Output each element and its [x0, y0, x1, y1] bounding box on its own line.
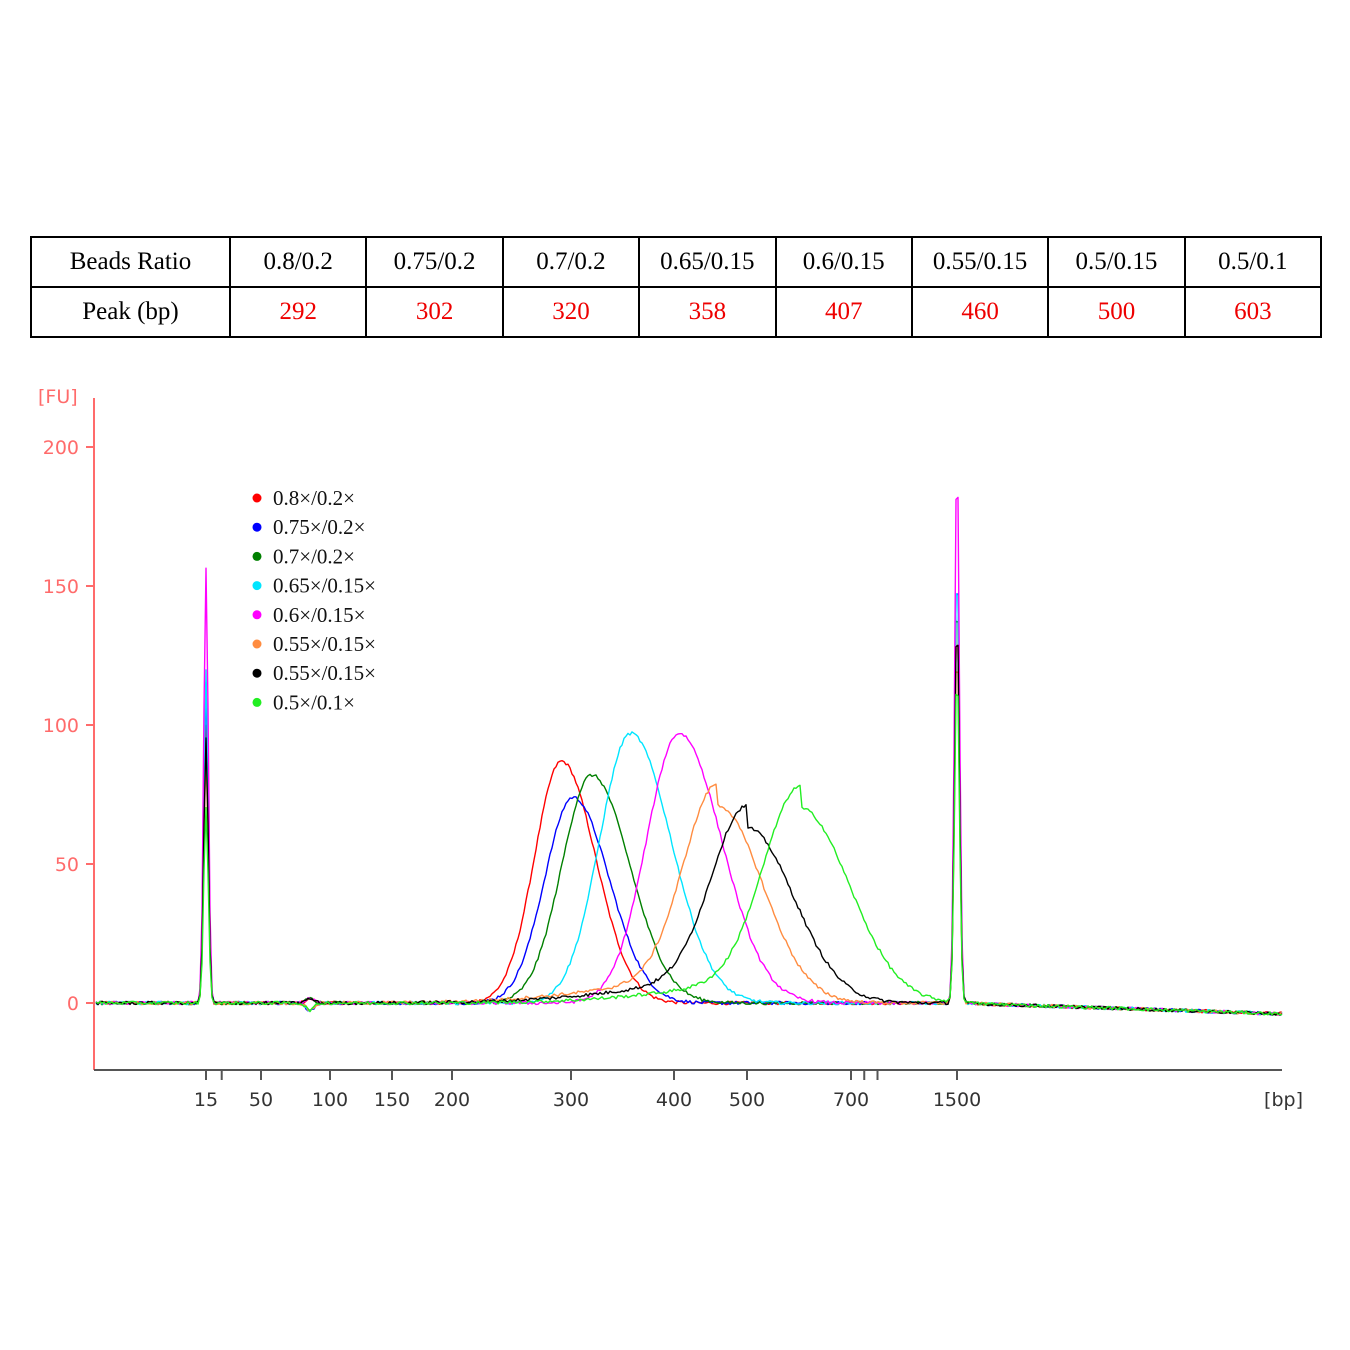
ratio-cell: 0.75/0.2: [365, 236, 504, 288]
peak-cell: 292: [228, 286, 368, 338]
y-tick-label: 200: [43, 437, 79, 459]
legend-entry: 0.55×/0.15×: [273, 632, 376, 656]
y-tick-label: 150: [43, 576, 79, 598]
series-line: [95, 593, 1283, 1016]
y-tick-label: 50: [55, 854, 79, 876]
ratio-cell: 0.5/0.1: [1183, 236, 1323, 288]
ratio-cell: 0.65/0.15: [638, 236, 777, 288]
x-tick-label: 700: [833, 1089, 869, 1111]
legend-marker: [252, 493, 262, 503]
row-header-ratio: Beads Ratio: [30, 236, 231, 288]
peak-row: Peak (bp) 292 302 320 358 407 460 500 60…: [30, 286, 1323, 338]
legend-marker: [252, 639, 262, 649]
x-tick-label: 500: [729, 1089, 765, 1111]
x-tick-label: 300: [553, 1089, 589, 1111]
peak-cell: 358: [638, 286, 777, 338]
x-tick-label: 200: [434, 1089, 470, 1111]
legend-entry: 0.6×/0.15×: [273, 603, 366, 627]
row-header-peak: Peak (bp): [30, 286, 231, 338]
y-tick-label: 100: [43, 715, 79, 737]
legend-marker: [252, 522, 262, 532]
x-tick-label: 1500: [933, 1089, 981, 1111]
legend-marker: [252, 551, 262, 561]
ratio-cell: 0.6/0.15: [774, 236, 913, 288]
y-axis-title: [FU]: [38, 386, 78, 408]
series-line: [95, 693, 1282, 1016]
ratio-cell: 0.55/0.15: [910, 236, 1050, 288]
legend-entry: 0.7×/0.2×: [273, 544, 355, 568]
peak-cell: 500: [1047, 286, 1186, 338]
legend-entry: 0.65×/0.15×: [273, 574, 376, 598]
legend-marker: [252, 697, 262, 707]
legend-marker: [252, 581, 262, 591]
ratio-row: Beads Ratio 0.8/0.2 0.75/0.2 0.7/0.2 0.6…: [30, 236, 1323, 288]
ratio-cell: 0.7/0.2: [501, 236, 641, 288]
legend-marker: [252, 610, 262, 620]
peak-cell: 407: [774, 286, 913, 338]
y-tick-label: 0: [67, 993, 79, 1015]
series-line: [95, 592, 1283, 1016]
x-tick-label: 15: [194, 1089, 218, 1111]
peak-cell: 603: [1183, 286, 1323, 338]
legend-entry: 0.5×/0.1×: [273, 690, 355, 714]
legend-entry: 0.75×/0.2×: [273, 515, 366, 539]
x-tick-label: 50: [249, 1089, 273, 1111]
legend-entry: 0.55×/0.15×: [273, 661, 376, 685]
series-line: [95, 671, 1283, 1016]
ratio-cell: 0.8/0.2: [228, 236, 368, 288]
beads-ratio-table: Beads Ratio 0.8/0.2 0.75/0.2 0.7/0.2 0.6…: [30, 236, 1323, 338]
ratio-cell: 0.5/0.15: [1047, 236, 1186, 288]
x-tick-label: 100: [312, 1089, 348, 1111]
x-tick-label: 150: [374, 1089, 410, 1111]
series-line: [95, 644, 1283, 1016]
legend-marker: [252, 668, 262, 678]
peak-cell: 460: [910, 286, 1050, 338]
peak-cell: 302: [365, 286, 504, 338]
x-tick-label: 400: [656, 1089, 692, 1111]
legend-entry: 0.8×/0.2×: [273, 486, 355, 510]
peak-cell: 320: [501, 286, 641, 338]
x-axis-title: [bp]: [1264, 1089, 1303, 1111]
